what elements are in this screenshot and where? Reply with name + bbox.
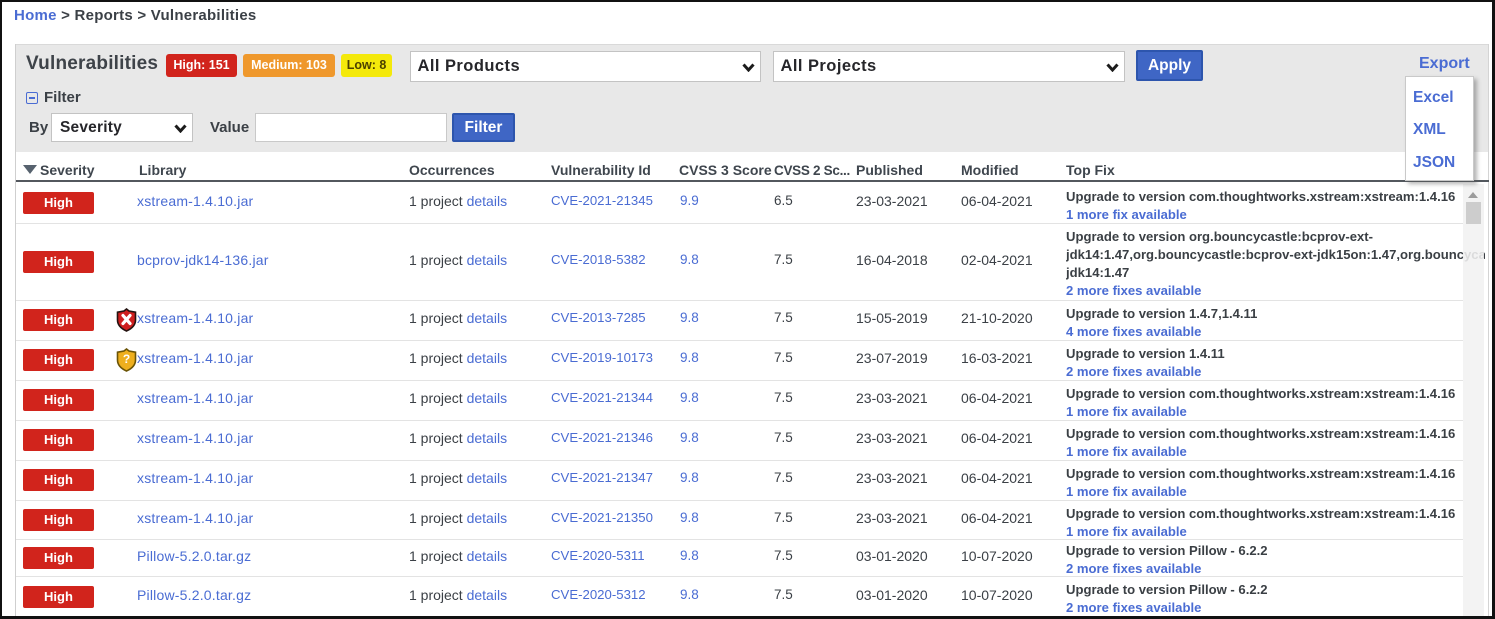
svg-text:?: ? <box>123 352 130 366</box>
